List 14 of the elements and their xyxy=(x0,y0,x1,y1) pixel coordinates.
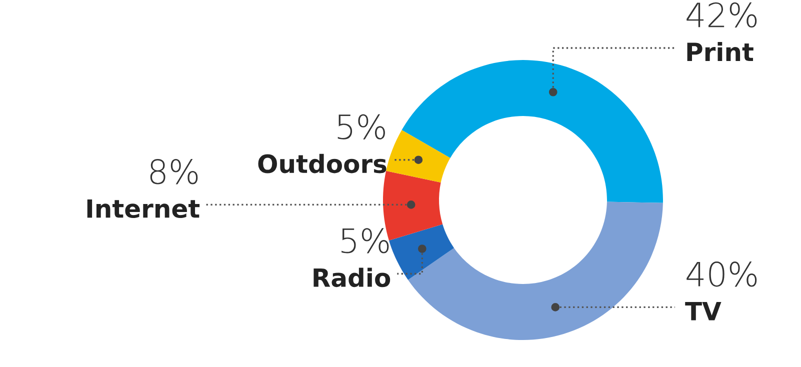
donut-slice xyxy=(388,224,454,280)
data-label: 40% xyxy=(686,262,757,287)
donut-slice xyxy=(402,60,663,203)
data-label: 42% xyxy=(686,2,757,28)
data-label: 8% xyxy=(150,159,198,184)
slice-label: Radio xyxy=(314,268,390,288)
data-label: 5% xyxy=(342,228,389,254)
data-label: 5% xyxy=(338,114,385,140)
donut-slice xyxy=(408,202,663,340)
slice-label: Internet xyxy=(87,199,200,218)
slice-label: Print xyxy=(687,42,754,61)
slice-label: TV xyxy=(685,302,722,320)
slice-label: Outdoors xyxy=(258,154,386,174)
donut-slice xyxy=(386,130,450,183)
